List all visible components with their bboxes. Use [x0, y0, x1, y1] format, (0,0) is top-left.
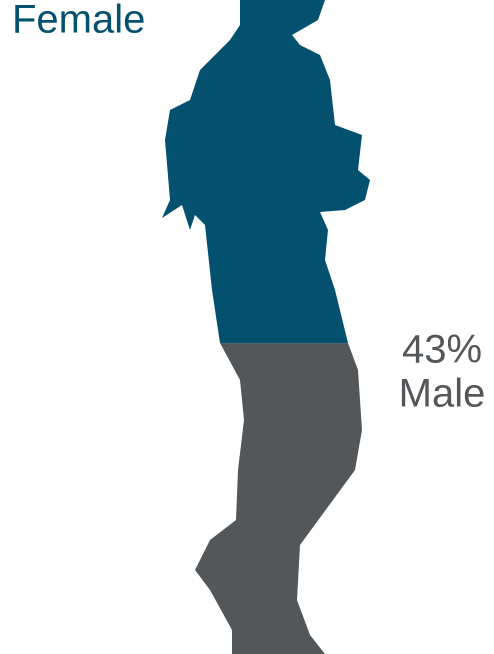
silhouette-fill — [162, 343, 370, 654]
silhouette-fill — [162, 0, 370, 344]
category-label: Male — [399, 372, 486, 416]
category-label: Female — [12, 0, 145, 42]
silhouette — [162, 0, 370, 654]
value-label: 43% — [402, 328, 482, 372]
